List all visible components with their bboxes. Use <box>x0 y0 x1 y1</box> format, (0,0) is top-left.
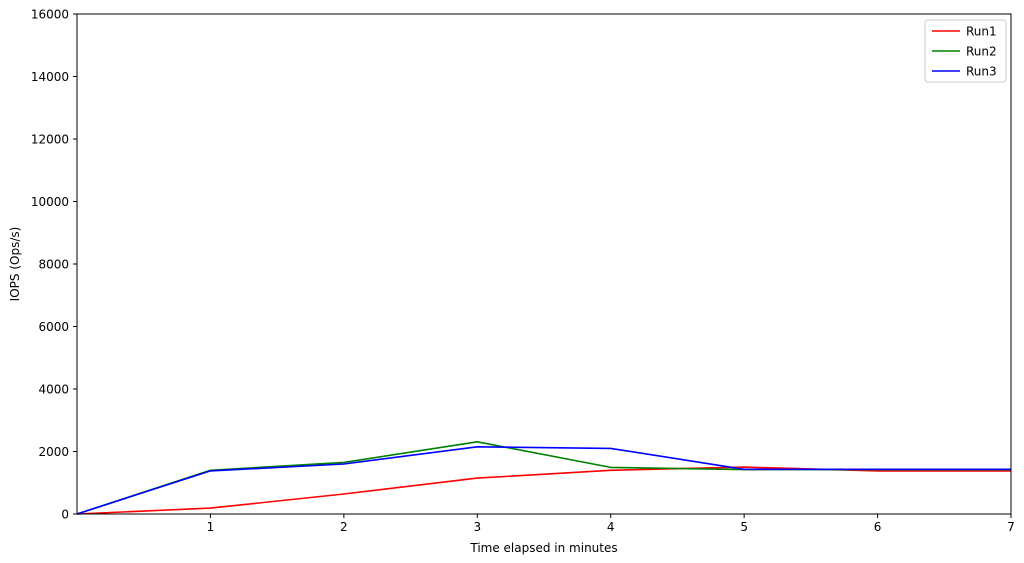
y-axis-label: IOPS (Ops/s) <box>8 227 22 302</box>
legend: Run1 Run2 Run3 <box>924 19 1007 83</box>
series-layer <box>76 440 1011 515</box>
y-tick-label: 10000 <box>31 195 69 209</box>
y-tick-label: 0 <box>61 508 69 522</box>
x-tick-label: 7 <box>1007 520 1015 534</box>
x-tick-label: 4 <box>607 520 615 534</box>
y-tick-label: 16000 <box>31 8 69 22</box>
y-tick-label: 2000 <box>38 445 69 459</box>
x-tick-label: 2 <box>340 520 348 534</box>
legend-label-run3: Run3 <box>966 65 997 79</box>
legend-label-run2: Run2 <box>966 45 997 59</box>
y-tick-label: 14000 <box>31 70 69 84</box>
x-tick-label: 5 <box>740 520 748 534</box>
x-tick-label: 3 <box>473 520 481 534</box>
y-axis: 0 2000 4000 6000 8000 10000 12000 14000 16000 <box>31 8 77 522</box>
legend-label-run1: Run1 <box>966 25 997 39</box>
y-tick-label: 12000 <box>31 133 69 147</box>
x-axis-label: Time elapsed in minutes <box>469 541 617 555</box>
x-tick-label: 6 <box>874 520 882 534</box>
y-tick-label: 4000 <box>38 383 69 397</box>
plot-area <box>77 14 1011 514</box>
legend-box <box>924 19 1007 83</box>
x-axis: 1 2 3 4 5 6 7 <box>207 514 1015 534</box>
x-tick-label: 1 <box>207 520 215 534</box>
series-line-run3 <box>76 445 1011 515</box>
y-tick-label: 8000 <box>38 258 69 272</box>
y-tick-label: 6000 <box>38 320 69 334</box>
